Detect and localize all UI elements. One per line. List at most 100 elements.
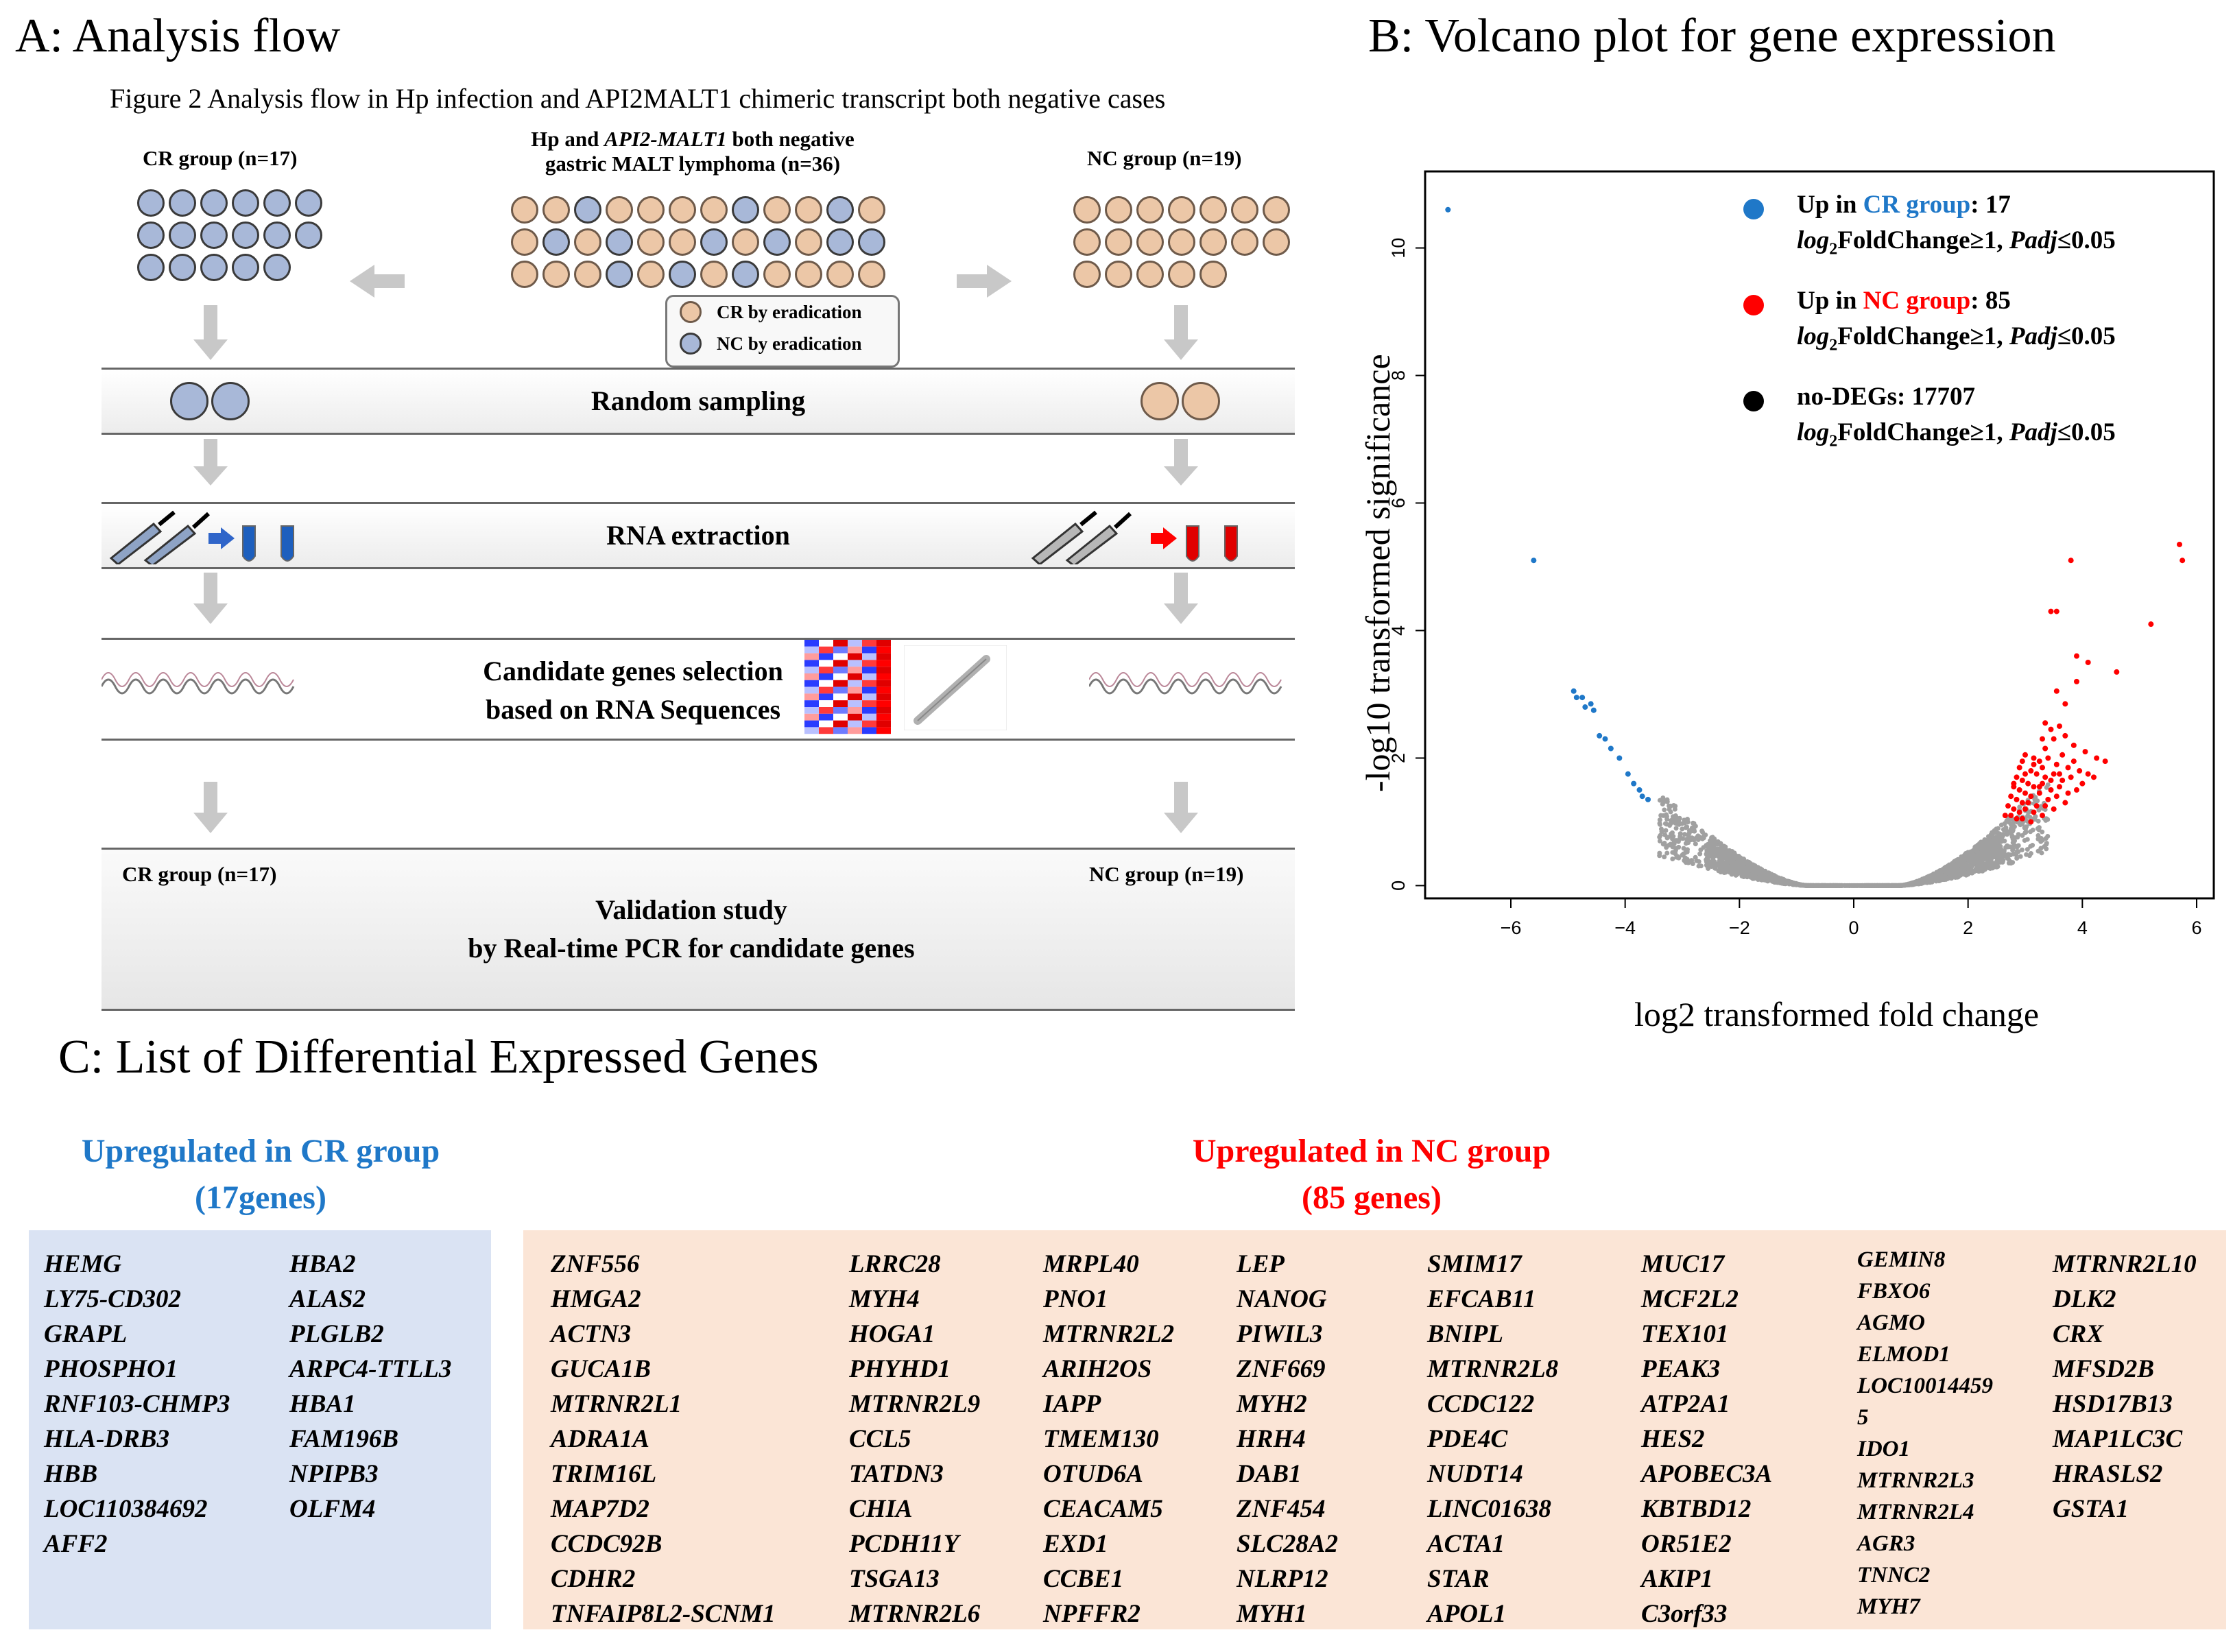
no-deg-point [1664,822,1669,827]
no-deg-point [1972,854,1978,860]
x-tick-label: 4 [2077,918,2088,938]
no-deg-point [1683,825,1688,830]
cr-up-point [1636,787,1643,793]
no-deg-point [2032,797,2038,802]
nc-up-point [2048,608,2054,614]
no-deg-point [1962,857,1968,862]
nc-up-point [2048,787,2054,793]
no-deg-point [1753,871,1758,876]
no-deg-point [2038,846,2044,851]
heatmap-cell [862,660,876,667]
cr-patient-face-icon [1231,228,1258,256]
nc-up-point [2016,765,2022,771]
no-deg-point [1958,872,1963,878]
no-deg-point [1658,822,1663,827]
no-deg-point [2036,807,2042,813]
no-deg-point [1935,870,1940,875]
no-deg-point [1979,867,1985,873]
gene-name: SMIM17 [1427,1250,1522,1278]
y-tick-label: 4 [1388,625,1409,636]
no-deg-point [1739,863,1745,868]
cr-patient-face-icon [637,196,665,224]
no-deg-point [1823,883,1828,888]
cr-patient-face-icon [826,261,854,288]
no-deg-point [2019,847,2025,852]
no-deg-point [1715,853,1720,859]
gene-name: PNO1 [1043,1285,1108,1313]
no-deg-point [1741,857,1747,862]
no-deg-point [1942,865,1947,871]
legend-marker [1743,295,1764,315]
nc-gene-column-8: MTRNR2L10 DLK2 CRX MFSD2B HSD17B13 MAP1LC3C HR… [2053,1247,2197,1527]
no-deg-point [1865,883,1870,888]
gene-name: AKIP1 [1641,1565,1713,1593]
nc-patient-face-icon [826,228,854,256]
gene-name: BNIPL [1427,1320,1503,1348]
nc-up-point [2057,784,2062,790]
no-deg-point [1977,863,1983,869]
nc-up-point [2057,771,2062,777]
nc-up-point [2053,608,2059,614]
heatmap-cell [862,693,876,701]
gene-name: CEACAM5 [1043,1495,1163,1523]
nc-list-header: Upregulated in NC group (85 genes) [1192,1133,1551,1216]
nc-up-point [2068,774,2074,780]
legend-line-1: no-DEGs: 17707 [1797,383,1976,411]
no-deg-point [1954,862,1959,867]
no-deg-point [1959,863,1964,869]
validation-band: CR group (n=17) NC group (n=19) Validati… [102,848,1295,1011]
no-deg-point [1746,861,1752,866]
cr-up-point [1445,206,1451,213]
no-deg-point [1707,838,1712,843]
heatmap-cell [876,713,891,721]
nc-patient-face-icon [169,254,196,281]
nc-up-point [2068,558,2074,564]
y-axis: 0 2 4 6 8 10 [1388,238,1425,891]
heatmap-cell [804,720,819,728]
heatmap-cell [819,673,833,680]
no-deg-point [1676,818,1682,824]
nc-up-point [2036,790,2042,796]
heatmap-cell [862,653,876,660]
no-deg-point [1997,832,2003,837]
heatmap-cell [876,720,891,728]
gene-name: ARPC4-TTLL3 [289,1355,452,1383]
no-deg-point [2022,837,2027,843]
no-deg-point [1746,867,1752,872]
no-deg-point [1989,841,1994,846]
no-deg-point [1712,846,1718,852]
cr-gene-column-1: HEMG LY75-CD302 GRAPL PHOSPHO1 RNF103-CHMP3 H… [44,1247,230,1561]
no-deg-point [1993,851,1998,857]
volcano-plot: −6 −4 −2 0 2 4 6 0 2 4 6 8 10 [1388,170,2215,938]
no-deg-point [1756,867,1762,872]
gene-name: HRH4 [1237,1425,1306,1453]
gene-name: MTRNR2L9 [849,1390,981,1418]
nc-patient-face-icon [137,189,165,217]
cr-patient-face-icon [1168,196,1195,224]
gene-name: HSD17B13 [2053,1390,2173,1418]
cr-patient-face-icon [858,261,885,288]
heatmap-cell [848,713,862,721]
heatmap-cell [862,720,876,728]
syringe-tube-blue-icon [109,510,294,564]
no-deg-point [1736,867,1741,872]
nc-up-point [2062,732,2068,739]
no-deg-point [2005,817,2010,823]
no-deg-point [1995,843,2001,849]
cr-patient-face-icon [637,228,665,256]
cr-patient-face-icon [1199,261,1227,288]
gene-name: PEAK3 [1641,1355,1721,1383]
no-deg-point [1915,881,1920,886]
nc-up-point [2045,755,2051,761]
no-deg-point [2002,821,2007,826]
nc-patient-face-icon [606,228,633,256]
nc-up-point [2031,784,2037,790]
no-deg-point [1873,883,1878,888]
gene-name: LINC01638 [1427,1495,1551,1523]
heatmap-cell [876,693,891,701]
heatmap-cell [862,646,876,654]
gene-name: MTRNR2L4 [1857,1500,1974,1524]
no-deg-point [2036,825,2042,830]
no-deg-point [1668,818,1673,824]
no-deg-point [1698,863,1704,869]
